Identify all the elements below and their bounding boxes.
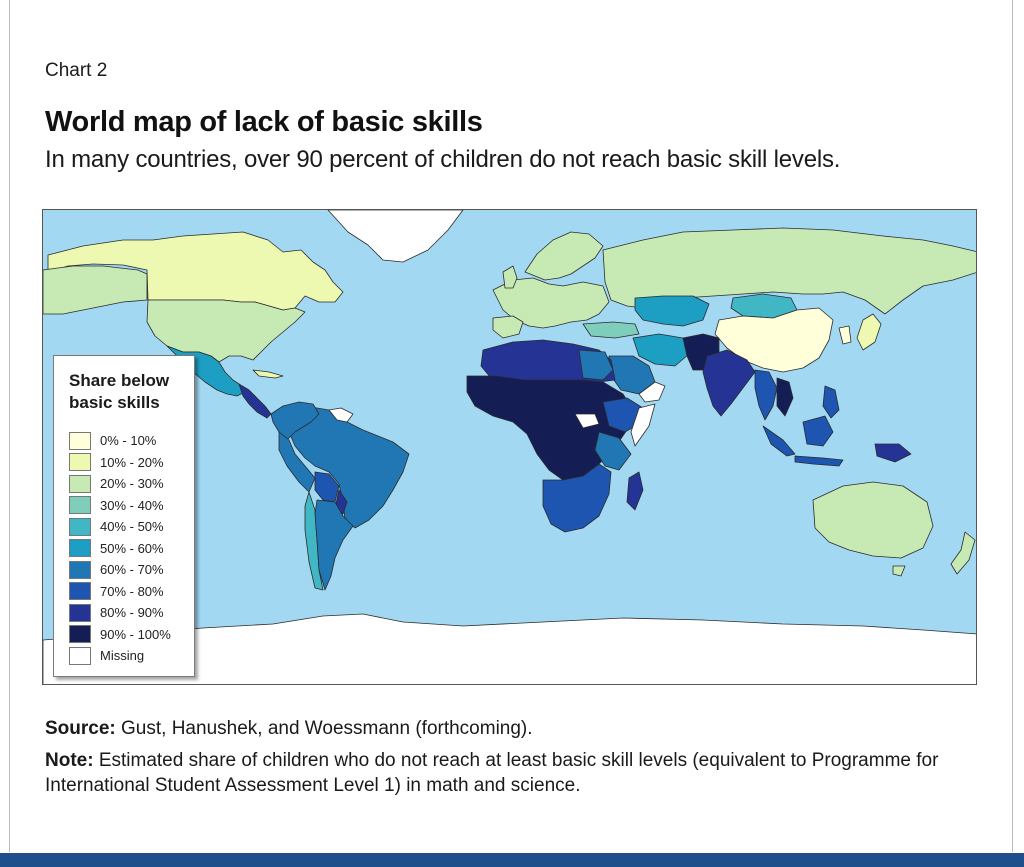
legend-swatch <box>69 560 91 579</box>
legend-label: 50% - 60% <box>100 540 164 556</box>
brazil <box>280 405 410 529</box>
east-africa <box>594 431 632 471</box>
legend-item: 70% - 80% <box>69 581 171 603</box>
legend-swatch <box>69 603 91 622</box>
india <box>702 349 756 417</box>
legend-item: 10% - 20% <box>69 452 171 474</box>
southern-africa <box>542 463 612 533</box>
alaska <box>43 265 148 315</box>
papua <box>874 443 912 463</box>
china <box>714 307 834 373</box>
turkey <box>582 321 640 339</box>
cuba <box>252 369 284 379</box>
iberia <box>492 315 524 339</box>
united-kingdom <box>502 265 518 289</box>
legend-swatch <box>69 431 91 450</box>
legend-swatch <box>69 539 91 558</box>
new-zealand <box>950 531 976 575</box>
legend-item: 30% - 40% <box>69 495 171 517</box>
source-text: Gust, Hanushek, and Woessmann (forthcomi… <box>115 718 533 739</box>
legend-item: 80% - 90% <box>69 602 171 624</box>
scandinavia <box>524 231 604 281</box>
yemen-oman <box>638 381 666 403</box>
legend-title: Share below basic skills <box>69 371 170 412</box>
iran <box>632 333 690 367</box>
legend-item: 0% - 10% <box>69 430 171 452</box>
legend-item: 40% - 50% <box>69 516 171 538</box>
japan <box>856 313 882 351</box>
indonesia-java <box>794 455 844 467</box>
world-map <box>42 209 977 685</box>
tasmania <box>892 565 906 577</box>
madagascar <box>626 471 644 511</box>
indonesia-sumatra <box>762 425 796 457</box>
legend-label: 90% - 100% <box>100 626 171 642</box>
legend-label: 40% - 50% <box>100 519 164 535</box>
peru <box>278 431 316 493</box>
chart-kicker: Chart 2 <box>45 60 108 81</box>
legend-swatch <box>69 625 91 644</box>
legend-label: 0% - 10% <box>100 433 157 449</box>
australia <box>812 481 934 559</box>
legend-item: 90% - 100% <box>69 624 171 646</box>
note-text: Estimated share of children who do not r… <box>45 750 939 796</box>
chart-title: World map of lack of basic skills <box>45 106 483 138</box>
argentina <box>314 499 354 591</box>
greenland <box>327 210 464 263</box>
legend-item: 60% - 70% <box>69 559 171 581</box>
colombia <box>270 401 320 441</box>
legend-label: 10% - 20% <box>100 454 164 470</box>
world-map-svg <box>43 210 976 684</box>
philippines <box>822 385 840 419</box>
note-line: Note: Estimated share of children who do… <box>45 748 985 798</box>
legend-swatch <box>69 496 91 515</box>
source-line: Source: Gust, Hanushek, and Woessmann (f… <box>45 716 985 741</box>
antarctica <box>43 613 976 684</box>
legend-item: 20% - 30% <box>69 473 171 495</box>
legend-label: 20% - 30% <box>100 476 164 492</box>
kazakhstan <box>634 295 710 327</box>
united-states <box>146 299 306 363</box>
legend-swatch <box>69 474 91 493</box>
map-legend: Share below basic skills 0% - 10% 10% - 2… <box>53 355 195 677</box>
legend-swatch <box>69 582 91 601</box>
legend-label: 70% - 80% <box>100 583 164 599</box>
chart-subtitle: In many countries, over 90 percent of ch… <box>45 146 841 173</box>
borneo <box>802 415 834 447</box>
legend-label: 30% - 40% <box>100 497 164 513</box>
korea <box>838 325 852 345</box>
legend-label: 60% - 70% <box>100 562 164 578</box>
legend-swatch <box>69 517 91 536</box>
note-label: Note: <box>45 750 94 771</box>
south-sudan <box>574 413 600 429</box>
somalia <box>630 403 656 447</box>
legend-items: 0% - 10% 10% - 20% 20% - 30% 30% - 40% 40% -… <box>69 430 171 667</box>
legend-label: Missing <box>100 648 145 664</box>
legend-item: 50% - 60% <box>69 538 171 560</box>
legend-item: Missing <box>69 645 171 667</box>
europe-west <box>492 277 610 329</box>
myanmar-thailand <box>754 369 778 421</box>
central-america <box>238 383 272 419</box>
vietnam-laos <box>776 377 794 417</box>
bottom-accent-bar <box>0 853 1024 867</box>
legend-swatch <box>69 646 91 665</box>
egypt <box>578 349 614 381</box>
legend-swatch <box>69 453 91 472</box>
legend-label: 80% - 90% <box>100 605 164 621</box>
venezuela <box>328 407 354 423</box>
source-label: Source: <box>45 718 116 739</box>
